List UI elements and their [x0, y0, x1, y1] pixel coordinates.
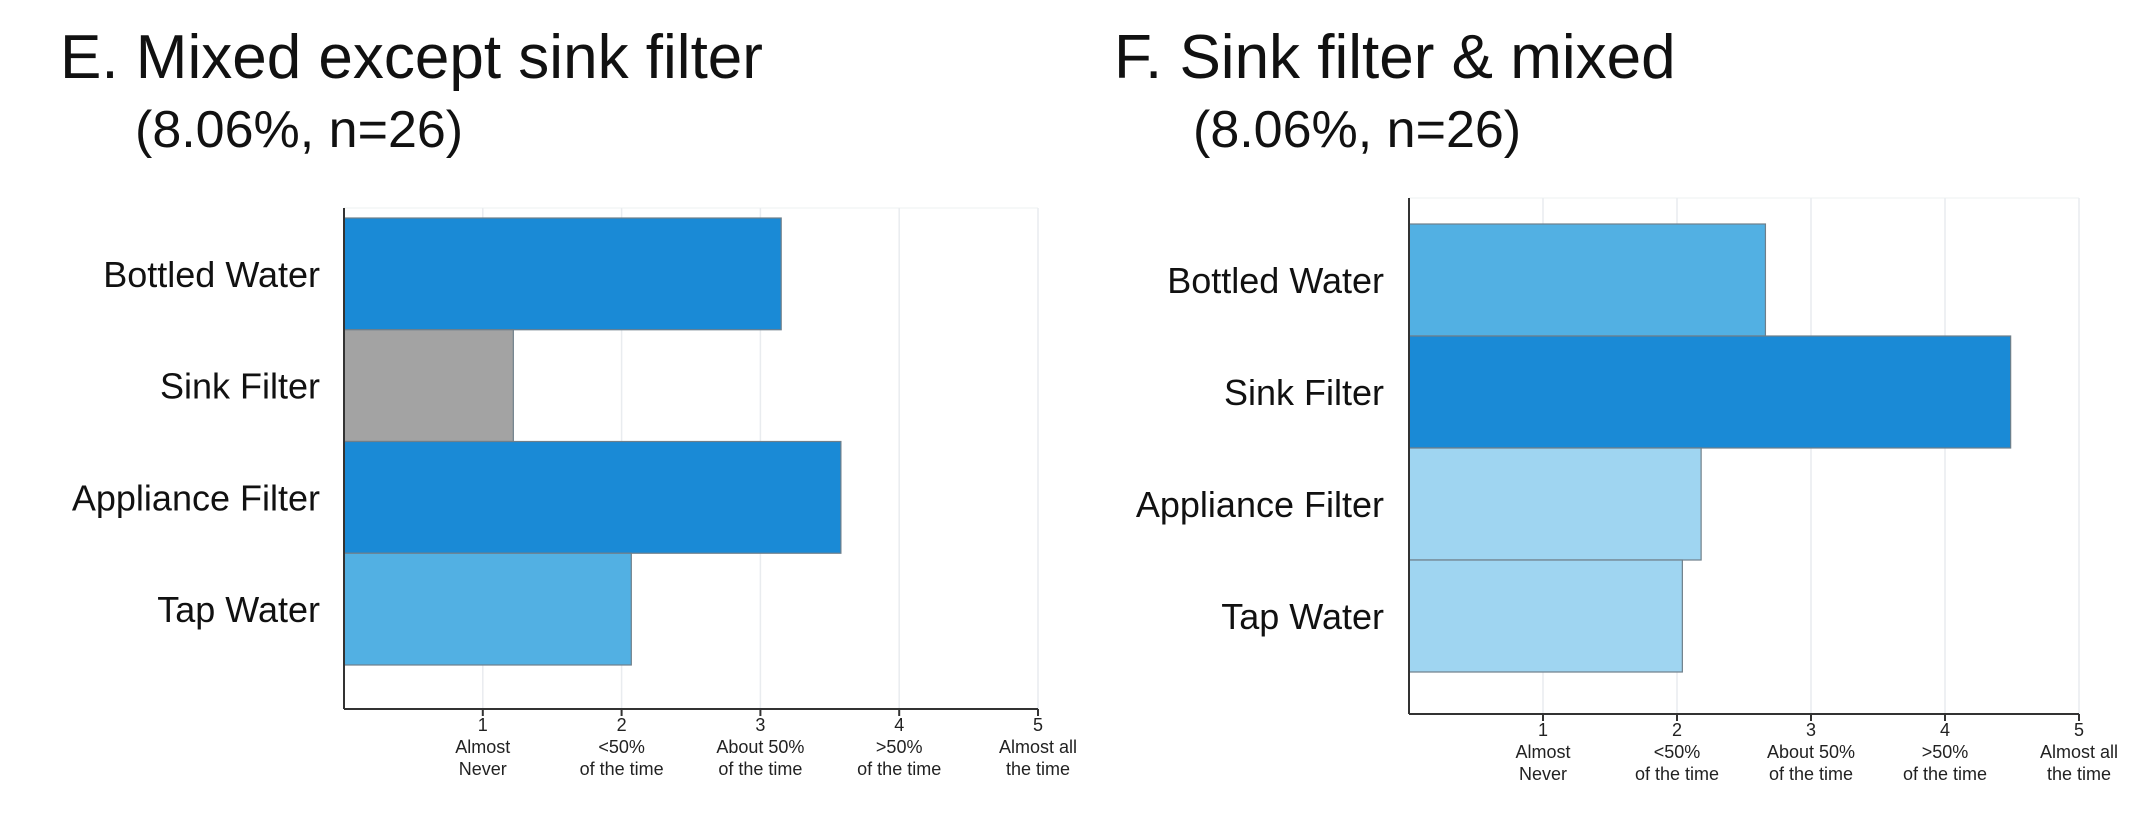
bar-chart-f: Bottled Water Sink Filter Appliance Filter…	[1136, 197, 2118, 784]
bar-tap-water	[343, 552, 632, 666]
x-tick-label: About 50%	[716, 737, 804, 757]
x-tick-label: 3	[1806, 720, 1816, 740]
x-tick-label: 2	[617, 715, 627, 735]
x-tick-label: >50%	[1922, 742, 1969, 762]
x-tick-label: 5	[1033, 715, 1043, 735]
bar-appliance-filter	[1408, 447, 1702, 561]
y-tick-label: Bottled Water	[1167, 260, 1384, 301]
x-tick-label: 1	[1538, 720, 1548, 740]
x-tick-label: Never	[1519, 764, 1567, 784]
x-tick-label: the time	[1006, 759, 1070, 779]
x-tick-label: the time	[2047, 764, 2111, 784]
x-tick-label: <50%	[598, 737, 645, 757]
x-tick-label: >50%	[876, 737, 923, 757]
x-tick-label: of the time	[1635, 764, 1719, 784]
x-tick-label: 1	[478, 715, 488, 735]
bar-sink-filter	[343, 329, 514, 443]
x-tick-label: of the time	[718, 759, 802, 779]
x-tick-label: Never	[459, 759, 507, 779]
x-tick-label: 3	[755, 715, 765, 735]
chart-subtitle: (8.06%, n=26)	[135, 101, 464, 159]
x-tick-label: Almost	[455, 737, 510, 757]
x-tick-label: 5	[2074, 720, 2084, 740]
y-tick-label: Appliance Filter	[1136, 484, 1384, 525]
x-tick-label: of the time	[1769, 764, 1853, 784]
chart-title: E. Mixed except sink filter	[60, 23, 763, 92]
x-tick-label: Almost all	[2040, 742, 2118, 762]
chart-title: F. Sink filter & mixed	[1114, 23, 1676, 92]
chart-subtitle: (8.06%, n=26)	[1193, 101, 1522, 159]
bar-tap-water	[1408, 559, 1683, 673]
bar-sink-filter	[1408, 335, 2012, 449]
x-tick-label: About 50%	[1767, 742, 1855, 762]
y-tick-label: Sink Filter	[160, 366, 320, 407]
chart-panel-f: F. Sink filter & mixed (8.06%, n=26) Bot…	[1076, 0, 2153, 829]
x-tick-label: of the time	[857, 759, 941, 779]
bar-appliance-filter	[343, 440, 842, 554]
y-tick-label: Appliance Filter	[72, 477, 320, 518]
x-tick-label: of the time	[580, 759, 664, 779]
y-tick-label: Tap Water	[157, 589, 320, 630]
y-tick-label: Bottled Water	[103, 254, 320, 295]
x-tick-label: 2	[1672, 720, 1682, 740]
x-tick-label: Almost all	[999, 737, 1076, 757]
y-tick-label: Tap Water	[1221, 596, 1384, 637]
x-tick-label: <50%	[1654, 742, 1701, 762]
x-tick-label: 4	[894, 715, 904, 735]
bar-bottled-water	[1408, 223, 1767, 337]
x-tick-label: 4	[1940, 720, 1950, 740]
bar-chart-e: Bottled Water Sink Filter Appliance Filter…	[72, 207, 1076, 779]
bar-bottled-water	[343, 217, 782, 331]
x-tick-label: Almost	[1515, 742, 1570, 762]
y-tick-label: Sink Filter	[1224, 372, 1384, 413]
x-tick-label: of the time	[1903, 764, 1987, 784]
chart-panel-e: E. Mixed except sink filter (8.06%, n=26…	[0, 0, 1076, 829]
